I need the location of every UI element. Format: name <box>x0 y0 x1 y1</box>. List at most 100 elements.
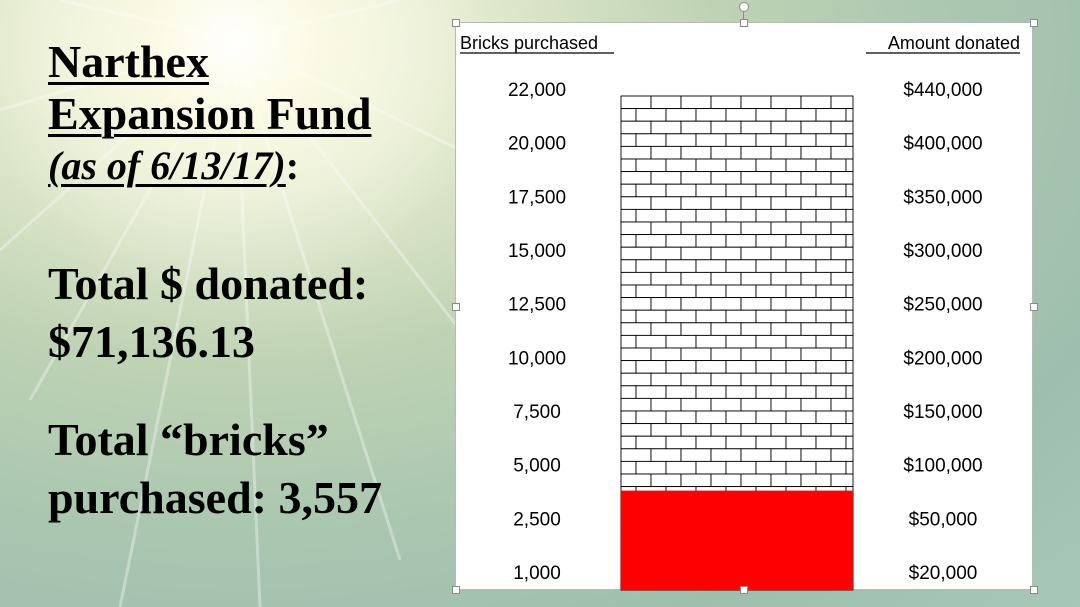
brick <box>635 158 667 173</box>
brick <box>800 246 832 261</box>
brick <box>830 120 854 135</box>
brick <box>620 108 637 122</box>
brick <box>650 145 682 160</box>
brick <box>620 120 652 135</box>
brick <box>755 410 787 425</box>
bricks-value: purchased: 3,557 <box>48 472 382 523</box>
brick <box>650 271 682 286</box>
brick <box>830 347 854 362</box>
brick <box>680 473 712 488</box>
resize-handle-bottom[interactable] <box>740 586 748 594</box>
brick <box>815 410 847 425</box>
brick <box>755 208 787 223</box>
brick <box>740 95 772 110</box>
brick <box>785 208 817 223</box>
brick <box>680 322 712 336</box>
brick <box>650 95 682 110</box>
resize-handle-bottom-right[interactable] <box>1030 586 1038 594</box>
brick <box>635 309 667 324</box>
brick <box>635 208 667 223</box>
brick <box>770 196 802 210</box>
brick <box>620 360 637 374</box>
brick <box>845 259 854 273</box>
brick <box>680 120 712 135</box>
resize-handle-right[interactable] <box>1030 303 1038 311</box>
brick <box>695 460 727 475</box>
brick <box>755 460 787 475</box>
brick <box>755 284 787 299</box>
brick <box>695 435 727 450</box>
brick <box>710 423 742 437</box>
brick <box>740 297 772 311</box>
brick <box>620 133 637 147</box>
brick <box>785 133 817 147</box>
brick <box>680 297 712 311</box>
resize-handle-top-left[interactable] <box>452 19 460 27</box>
brick <box>845 334 854 349</box>
brick <box>635 460 667 475</box>
brick <box>620 423 652 437</box>
right-tick-label: $350,000 <box>903 187 982 208</box>
brick <box>650 347 682 362</box>
brick <box>620 95 652 110</box>
brick <box>800 322 832 336</box>
brick <box>620 385 637 399</box>
brick <box>620 259 637 273</box>
brick <box>815 435 847 450</box>
brick <box>740 423 772 437</box>
bricks-label: Total “bricks” <box>48 414 329 465</box>
slide-title: Narthex Expansion Fund (as of 6/13/17): <box>48 36 438 192</box>
right-tick-label: $400,000 <box>903 134 982 155</box>
brick <box>800 120 832 135</box>
brick <box>830 171 854 185</box>
brick <box>785 183 817 198</box>
right-tick-label: $50,000 <box>909 509 978 530</box>
resize-handle-left[interactable] <box>452 303 460 311</box>
resize-handle-top[interactable] <box>740 19 748 27</box>
brick <box>620 171 652 185</box>
brick <box>695 234 727 248</box>
left-tick-label: 2,500 <box>513 509 561 530</box>
brick <box>680 448 712 462</box>
left-tick-label: 1,000 <box>513 563 561 584</box>
brick <box>830 322 854 336</box>
brick <box>770 423 802 437</box>
brick <box>815 183 847 198</box>
resize-handle-bottom-left[interactable] <box>452 586 460 594</box>
brick <box>680 196 712 210</box>
brick <box>815 208 847 223</box>
brick <box>665 284 697 299</box>
brick <box>725 284 757 299</box>
brick <box>620 309 637 324</box>
brick <box>740 145 772 160</box>
brick <box>770 397 802 412</box>
brick <box>800 423 832 437</box>
brick <box>725 234 757 248</box>
brick <box>680 171 712 185</box>
brick <box>635 435 667 450</box>
brick <box>740 397 772 412</box>
brick <box>620 183 637 198</box>
brick <box>800 196 832 210</box>
brick <box>665 234 697 248</box>
brick <box>800 221 832 236</box>
brick <box>695 259 727 273</box>
brick <box>680 95 712 110</box>
left-tick-label: 7,500 <box>513 402 561 423</box>
brick <box>770 322 802 336</box>
brick <box>650 448 682 462</box>
brick <box>830 95 854 110</box>
brick <box>680 246 712 261</box>
left-tick-label: 20,000 <box>508 134 566 155</box>
brick <box>650 246 682 261</box>
brick <box>755 183 787 198</box>
brick <box>785 385 817 399</box>
rotation-handle[interactable] <box>739 2 749 12</box>
brick <box>755 435 787 450</box>
resize-handle-top-right[interactable] <box>1030 19 1038 27</box>
brick <box>845 183 854 198</box>
brick <box>725 158 757 173</box>
brick <box>635 385 667 399</box>
brick <box>830 297 854 311</box>
brick <box>620 145 652 160</box>
